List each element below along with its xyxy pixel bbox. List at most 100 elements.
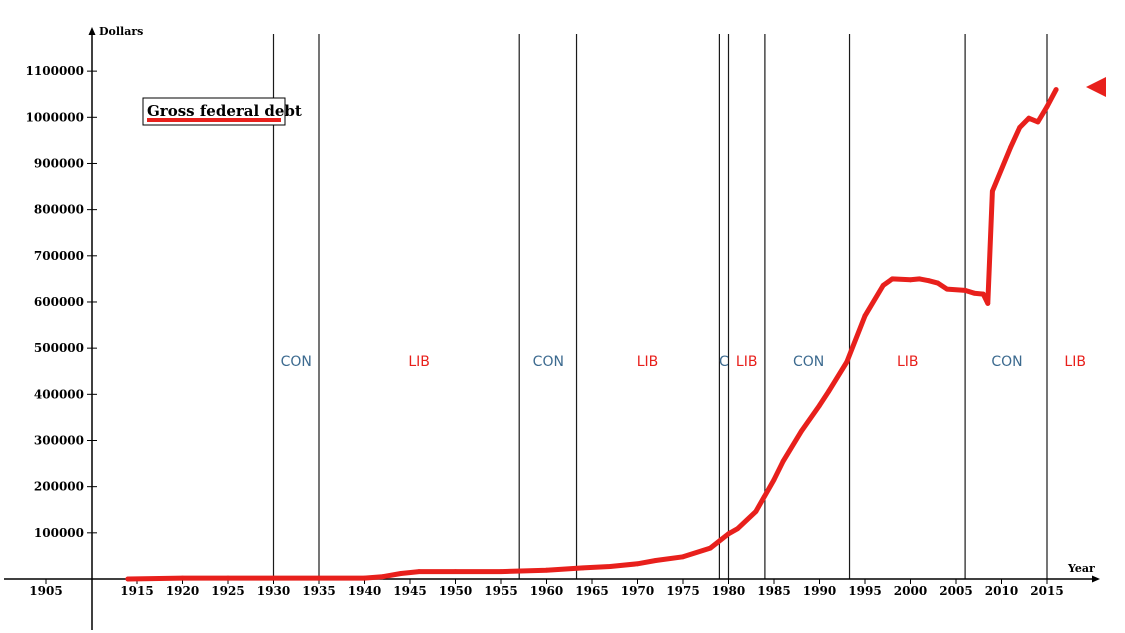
data-point — [990, 188, 995, 194]
x-tick-label: 1915 — [120, 584, 153, 598]
data-point — [980, 291, 986, 297]
data-point — [844, 359, 850, 365]
period-label-con: CON — [281, 354, 312, 370]
data-point — [1026, 115, 1032, 121]
x-tick-label: 2000 — [894, 584, 927, 598]
x-tick-label: 1980 — [712, 584, 745, 598]
data-point — [580, 565, 586, 571]
data-point — [125, 576, 131, 582]
y-tick-label: 100000 — [34, 526, 84, 540]
data-point — [544, 567, 549, 573]
period-label-con: CON — [533, 354, 564, 370]
y-tick-label: 1000000 — [26, 110, 84, 124]
data-point — [1017, 125, 1023, 130]
data-point — [889, 276, 895, 282]
x-tick-label: 1970 — [621, 584, 654, 598]
y-tick-label: 800000 — [34, 203, 84, 217]
data-point — [771, 477, 777, 483]
x-tick-label: 2015 — [1030, 584, 1063, 598]
data-point — [271, 575, 276, 581]
period-label-lib: LIB — [637, 354, 659, 370]
period-label-con: CON — [991, 354, 1022, 370]
period-label-lib: LIB — [736, 354, 758, 370]
data-point — [798, 428, 804, 434]
x-axis-title: Year — [1067, 562, 1095, 575]
period-labels: CON LIB CON LIB C LIB CON LIB CON LIB — [281, 354, 1086, 370]
data-point — [316, 575, 322, 581]
data-point — [917, 276, 922, 282]
x-tick-label: 1935 — [302, 584, 335, 598]
y-axis-arrow — [88, 27, 96, 35]
data-point — [1053, 87, 1059, 92]
data-point — [962, 288, 968, 293]
data-point — [635, 561, 640, 567]
period-label-lib: LIB — [897, 354, 919, 370]
data-point — [944, 286, 950, 292]
x-tick-label: 1950 — [439, 584, 472, 598]
x-tick-label: 1930 — [257, 584, 290, 598]
data-point — [416, 569, 422, 574]
x-tick-label: 1965 — [575, 584, 608, 598]
x-tick-label: 1955 — [484, 584, 517, 598]
legend-label: Gross federal debt — [147, 102, 302, 120]
data-point — [1035, 119, 1041, 125]
data-point — [225, 575, 231, 581]
period-label-lib: LIB — [1064, 354, 1086, 370]
y-tick-label: 300000 — [34, 433, 84, 447]
data-point — [180, 575, 185, 581]
series-layer — [125, 87, 1059, 582]
x-tick-label: 1905 — [29, 584, 62, 598]
x-tick-label: 2005 — [939, 584, 972, 598]
data-point — [880, 283, 886, 288]
y-tick-label: 500000 — [34, 341, 84, 355]
y-tick-label: 700000 — [34, 249, 84, 263]
data-point — [380, 574, 386, 580]
data-point — [826, 389, 831, 394]
data-point — [1008, 144, 1013, 150]
series-line-gross-federal-debt — [125, 87, 1059, 582]
x-tick-label: 1920 — [166, 584, 199, 598]
x-tick-label: 1945 — [393, 584, 426, 598]
x-ticks: 1905 1915 1920 1925 1930 1935 1940 1945 1950 1955… — [29, 579, 1064, 598]
data-point — [862, 313, 868, 319]
x-tick-label: 1940 — [348, 584, 381, 598]
x-tick-label: 1995 — [848, 584, 881, 598]
x-axis-arrow — [1092, 575, 1100, 583]
data-point — [362, 575, 367, 581]
data-point — [1044, 104, 1050, 110]
y-tick-label: 400000 — [34, 387, 84, 401]
data-point — [726, 531, 731, 537]
x-tick-label: 1960 — [530, 584, 563, 598]
data-point — [453, 569, 458, 574]
data-point — [735, 526, 740, 532]
data-point — [607, 564, 613, 569]
data-point — [985, 301, 991, 306]
data-point — [817, 403, 822, 408]
period-label-con: C — [719, 354, 729, 370]
y-axis-title: Dollars — [99, 25, 143, 38]
data-point — [908, 277, 913, 283]
data-point — [498, 569, 504, 574]
end-arrow-marker — [1086, 77, 1106, 97]
x-tick-label: 1975 — [666, 584, 699, 598]
data-point — [935, 280, 941, 286]
data-point — [680, 554, 686, 560]
x-tick-label: 1985 — [757, 584, 790, 598]
data-point — [971, 290, 977, 296]
y-tick-label: 200000 — [34, 480, 84, 494]
period-divider-lines — [272, 34, 1048, 579]
data-point — [753, 509, 759, 514]
y-tick-label: 900000 — [34, 156, 84, 170]
y-tick-label: 600000 — [34, 295, 84, 309]
data-point — [707, 545, 713, 551]
legend: Gross federal debt — [142, 97, 302, 126]
x-tick-label: 1925 — [211, 584, 244, 598]
data-point — [780, 458, 786, 464]
y-tick-label: 1100000 — [26, 64, 84, 78]
y-ticks: 100000 200000 300000 400000 500000 600000 7000… — [26, 64, 97, 540]
data-point — [398, 571, 404, 576]
data-point — [653, 558, 659, 563]
period-label-lib: LIB — [408, 354, 430, 370]
x-tick-label: 1990 — [803, 584, 836, 598]
